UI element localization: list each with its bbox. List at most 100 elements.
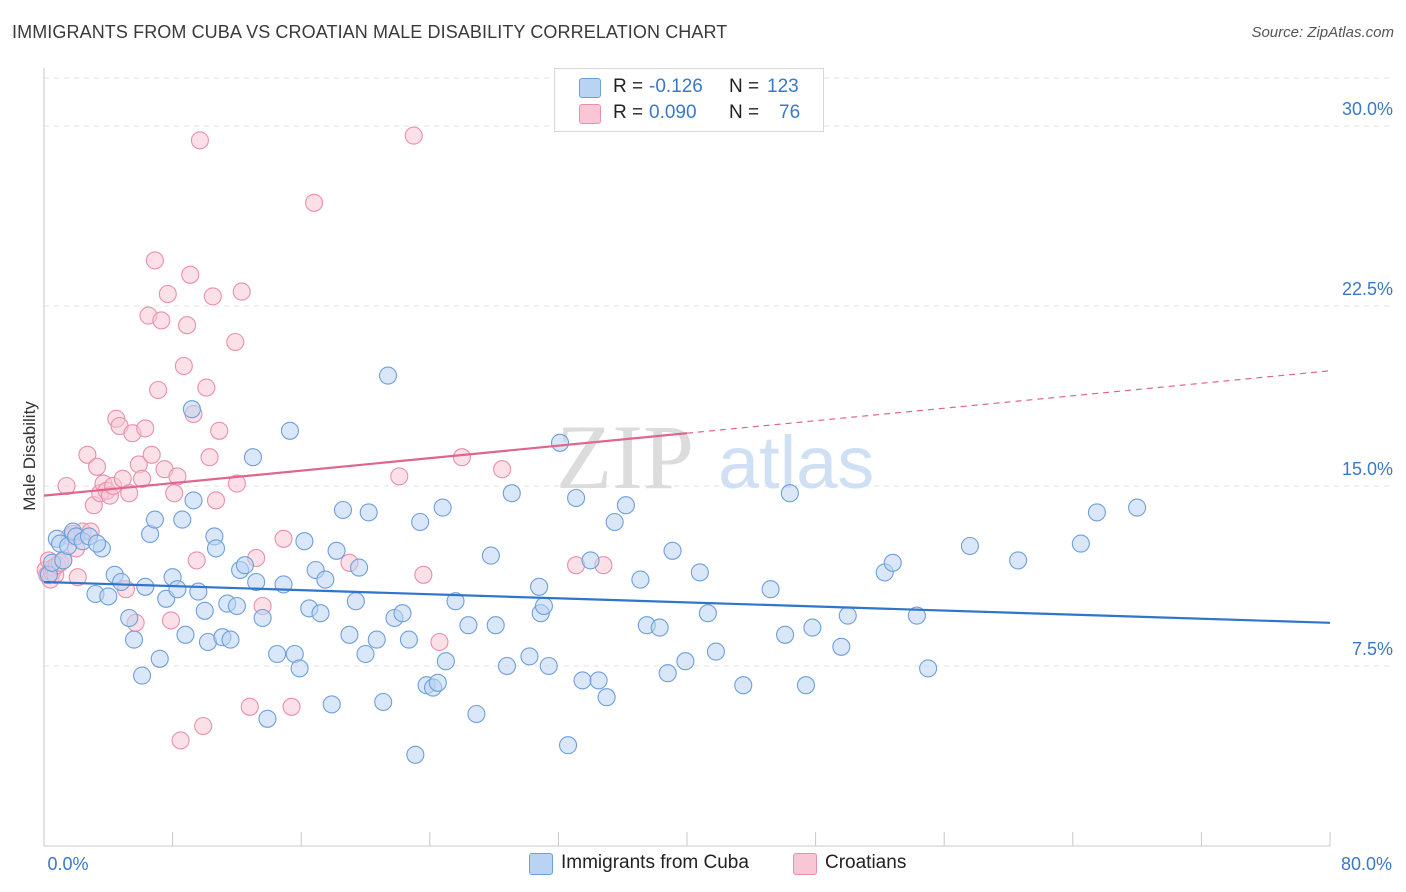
cuba-point [206,539,226,558]
cuba-point [698,604,717,623]
croatians-point [414,565,433,584]
croatians-point [149,380,168,400]
croatians-point [210,421,229,440]
croatians-point [168,467,187,486]
croatians-point [181,265,200,284]
croatians-point [452,448,472,467]
croatians-point [161,611,181,630]
cuba-point [227,596,246,616]
x-tick-label: 80.0% [1341,854,1392,874]
croatians-point [158,284,177,304]
cuba-point [280,421,299,440]
cuba-point [268,644,287,664]
cuba-point [311,604,330,623]
cuba-point [399,630,418,649]
cuba-point [406,745,425,764]
croatians-point [404,126,423,145]
legend-swatch-cuba [579,78,601,98]
cuba-point [960,536,979,556]
croatians-point [240,697,259,716]
cuba-point [589,671,608,690]
croatians-point [305,193,324,212]
croatians-point [87,457,107,476]
axes [43,68,1331,847]
y-tick-label: 30.0% [1342,99,1393,119]
cuba-point [776,625,795,644]
cuba-point [87,534,107,553]
cuba-point [374,692,393,712]
trend-line-croatians [43,432,688,497]
cuba-point [367,630,386,649]
cuba-point [1071,534,1090,553]
croatians-point [178,316,197,335]
cuba-point [393,604,412,623]
cuba-point [258,709,277,728]
legend-r-value: -0.126 [649,76,703,97]
croatians-point [274,529,293,548]
cuba-point [333,500,353,520]
cuba-point [133,666,152,685]
bottom-legend-label-cuba: Immigrants from Cuba [561,852,749,873]
bottom-legend-swatch-cuba [529,853,553,875]
cuba-point [796,676,816,695]
cuba-point [322,695,341,714]
y-tick-label: 22.5% [1342,279,1393,299]
cuba-point [124,630,144,649]
croatians-point [194,716,213,736]
croatians-point [203,287,222,306]
chart-title: IMMIGRANTS FROM CUBA VS CROATIAN MALE DI… [12,22,728,42]
stats-legend: R = -0.126 N = 123 R = 0.090 N = 76 [554,68,824,132]
cuba-point [327,541,346,560]
croatians-point [226,332,245,352]
cuba-point [520,647,539,666]
croatians-point [136,419,155,438]
y-tick-label: 7.5% [1352,639,1393,659]
legend-r-label: R = [613,102,644,123]
cuba-point [176,625,195,644]
croatians-point [145,251,164,270]
croatians-point [493,460,512,479]
watermark: ZIP atlas [556,406,874,508]
y-tick-label: 15.0% [1342,459,1393,479]
cuba-point [658,664,677,683]
cuba-point [168,580,187,599]
croatians-point [142,445,161,464]
cuba-point [340,625,359,644]
x-tick-label: 0.0% [47,854,88,874]
cuba-point [780,484,799,503]
croatians-point [68,568,87,587]
trend-line-croatians-extrapolated [686,370,1331,434]
legend-r-value: 0.090 [649,102,697,123]
cuba-point [631,570,650,589]
y-tick-labels: 7.5% 15.0% 22.5% 30.0% [1342,99,1393,659]
cuba-point [295,532,314,551]
croatians-point [165,484,184,503]
legend-r-label: R = [613,76,644,97]
cuba-point [676,652,695,671]
croatians-point [190,131,209,150]
trend-line-cuba [43,580,1331,624]
cuba-point [350,558,369,577]
cuba-point [690,563,709,582]
cuba-point [221,630,240,649]
croatians-point [232,282,251,301]
y-axis-label: Male Disability [20,401,39,511]
bottom-legend-swatch-croatians [793,853,817,875]
croatians-point [152,311,171,330]
croatians-point [390,467,409,486]
cuba-point [446,592,465,611]
cuba-point [616,496,635,515]
cuba-point [883,553,902,572]
cuba-point [145,510,164,529]
cuba-point [497,656,517,676]
croatians-point [174,356,193,376]
cuba-point [243,448,263,467]
cuba-point [136,577,155,596]
cuba-point [907,606,926,625]
grid-lines [44,77,1392,667]
cuba-point [1087,503,1106,522]
croatians-point [227,474,246,493]
cuba-point [502,484,521,503]
cuba-point [112,572,131,592]
